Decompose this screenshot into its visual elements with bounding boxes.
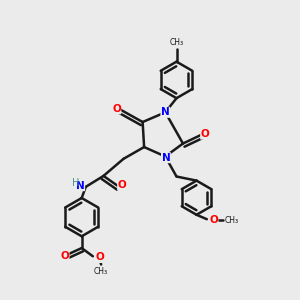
Text: N: N [161,153,170,163]
Text: O: O [95,253,104,262]
Text: O: O [112,104,121,114]
Text: N: N [76,181,85,190]
Text: CH₃: CH₃ [169,38,184,47]
Text: N: N [161,107,170,117]
Text: H: H [72,178,79,188]
Text: CH₃: CH₃ [224,216,239,225]
Text: O: O [60,251,69,261]
Text: CH₃: CH₃ [94,268,108,277]
Text: O: O [118,180,126,190]
Text: O: O [209,215,218,225]
Text: O: O [201,129,209,139]
